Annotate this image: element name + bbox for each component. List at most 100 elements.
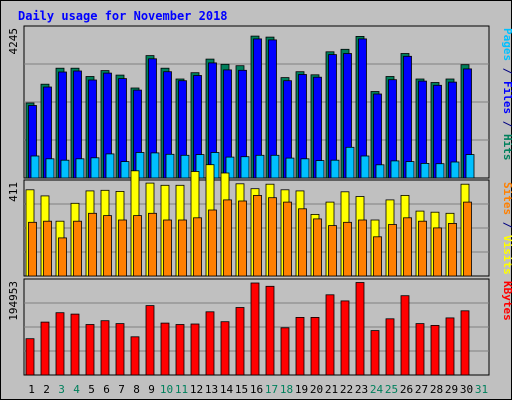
x-tick-label: 8 xyxy=(133,383,140,396)
bar-pages-day-20 xyxy=(315,160,325,179)
x-tick-label: 14 xyxy=(220,383,234,396)
x-tick-label: 27 xyxy=(415,383,428,396)
bar-pages-day-19 xyxy=(300,158,310,179)
bar-kbytes-day-27 xyxy=(415,323,425,376)
panel-visits-sites: 411 Sites / Visits xyxy=(7,164,512,277)
bar-pages-day-21 xyxy=(330,159,340,179)
bar-pages-day-2 xyxy=(45,158,55,179)
bar-kbytes-day-23 xyxy=(355,282,365,376)
bar-kbytes-day-17 xyxy=(265,285,275,376)
x-tick-label: 11 xyxy=(175,383,188,396)
side-legend: KBytes xyxy=(501,281,512,321)
x-tick-label: 23 xyxy=(355,383,368,396)
x-tick-label: 29 xyxy=(445,383,458,396)
bar-kbytes-day-12 xyxy=(190,323,200,376)
bar-sites-day-27 xyxy=(418,220,427,277)
bar-pages-day-29 xyxy=(450,161,460,179)
bar-files-day-26 xyxy=(403,55,412,179)
x-tick-label: 21 xyxy=(325,383,338,396)
x-tick-label: 10 xyxy=(160,383,173,396)
bar-kbytes-day-21 xyxy=(325,294,335,376)
bar-sites-day-16 xyxy=(253,194,262,277)
side-legend-part: KBytes xyxy=(501,281,512,321)
side-legend-part: Hits xyxy=(501,134,512,161)
bar-pages-day-4 xyxy=(75,158,85,179)
bar-sites-day-30 xyxy=(463,201,472,277)
bar-kbytes-day-4 xyxy=(70,313,80,376)
bar-sites-day-8 xyxy=(133,215,142,277)
bar-pages-day-25 xyxy=(390,160,400,179)
bar-kbytes-day-24 xyxy=(370,330,380,376)
bar-sites-day-6 xyxy=(103,215,112,277)
bar-pages-day-7 xyxy=(120,161,130,179)
bar-pages-day-23 xyxy=(360,155,370,179)
bar-kbytes-day-25 xyxy=(385,318,395,376)
x-tick-label: 22 xyxy=(340,383,353,396)
y-max-label: 194953 xyxy=(7,281,20,321)
bar-kbytes-day-2 xyxy=(40,321,50,376)
x-tick-label: 19 xyxy=(295,383,308,396)
bar-sites-day-20 xyxy=(313,218,322,277)
x-tick-label: 7 xyxy=(118,383,125,396)
bar-pages-day-28 xyxy=(435,163,445,179)
bar-sites-day-10 xyxy=(163,219,172,277)
x-tick-label: 31 xyxy=(475,383,488,396)
x-tick-label: 30 xyxy=(460,383,473,396)
bar-sites-day-17 xyxy=(268,197,277,277)
x-tick-label: 28 xyxy=(430,383,443,396)
bar-sites-day-22 xyxy=(343,221,352,277)
bar-pages-day-15 xyxy=(240,156,250,179)
x-tick-label: 2 xyxy=(43,383,50,396)
bar-sites-day-7 xyxy=(118,219,127,277)
bar-sites-day-3 xyxy=(58,237,67,277)
bar-sites-day-24 xyxy=(373,236,382,277)
bar-pages-day-10 xyxy=(165,153,175,179)
bar-pages-day-26 xyxy=(405,161,415,179)
side-legend: Sites / Visits xyxy=(501,182,512,275)
bar-kbytes-day-29 xyxy=(445,317,455,376)
panel-kbytes: 194953 KBytes xyxy=(7,278,512,376)
bar-pages-day-24 xyxy=(375,164,385,179)
bar-sites-day-18 xyxy=(283,201,292,277)
side-legend: Pages / Files / Hits xyxy=(501,28,512,161)
bar-kbytes-day-13 xyxy=(205,311,215,376)
side-legend-part: Visits xyxy=(501,235,512,275)
bar-pages-day-11 xyxy=(180,154,190,179)
x-tick-label: 3 xyxy=(58,383,65,396)
bar-pages-day-5 xyxy=(90,157,100,179)
bar-pages-day-14 xyxy=(225,156,235,179)
bar-pages-day-27 xyxy=(420,162,430,179)
bar-kbytes-day-1 xyxy=(25,338,35,376)
x-tick-label: 5 xyxy=(88,383,95,396)
bar-kbytes-day-18 xyxy=(280,327,290,376)
bar-sites-day-5 xyxy=(88,212,97,277)
x-tick-label: 26 xyxy=(400,383,413,396)
x-tick-label: 16 xyxy=(250,383,263,396)
x-tick-label: 15 xyxy=(235,383,248,396)
x-tick-label: 4 xyxy=(73,383,80,396)
x-tick-label: 17 xyxy=(265,383,278,396)
bar-kbytes-day-7 xyxy=(115,323,125,376)
x-tick-label: 20 xyxy=(310,383,323,396)
bar-kbytes-day-16 xyxy=(250,282,260,376)
bar-pages-day-6 xyxy=(105,153,115,179)
bar-kbytes-day-14 xyxy=(220,321,230,376)
bar-sites-day-25 xyxy=(388,224,397,277)
side-legend-part: Sites xyxy=(501,182,512,215)
bar-kbytes-day-15 xyxy=(235,307,245,376)
bar-kbytes-day-28 xyxy=(430,324,440,376)
bar-kbytes-day-19 xyxy=(295,316,305,376)
bar-sites-day-26 xyxy=(403,217,412,277)
x-tick-label: 24 xyxy=(370,383,384,396)
bar-sites-day-19 xyxy=(298,208,307,277)
y-max-label: 4245 xyxy=(7,28,20,55)
bar-pages-day-12 xyxy=(195,154,205,179)
bar-kbytes-day-9 xyxy=(145,305,155,376)
bar-sites-day-23 xyxy=(358,219,367,277)
x-tick-label: 12 xyxy=(190,383,203,396)
bar-pages-day-3 xyxy=(60,159,70,179)
bar-kbytes-day-30 xyxy=(460,310,470,376)
bar-kbytes-day-6 xyxy=(100,320,110,376)
